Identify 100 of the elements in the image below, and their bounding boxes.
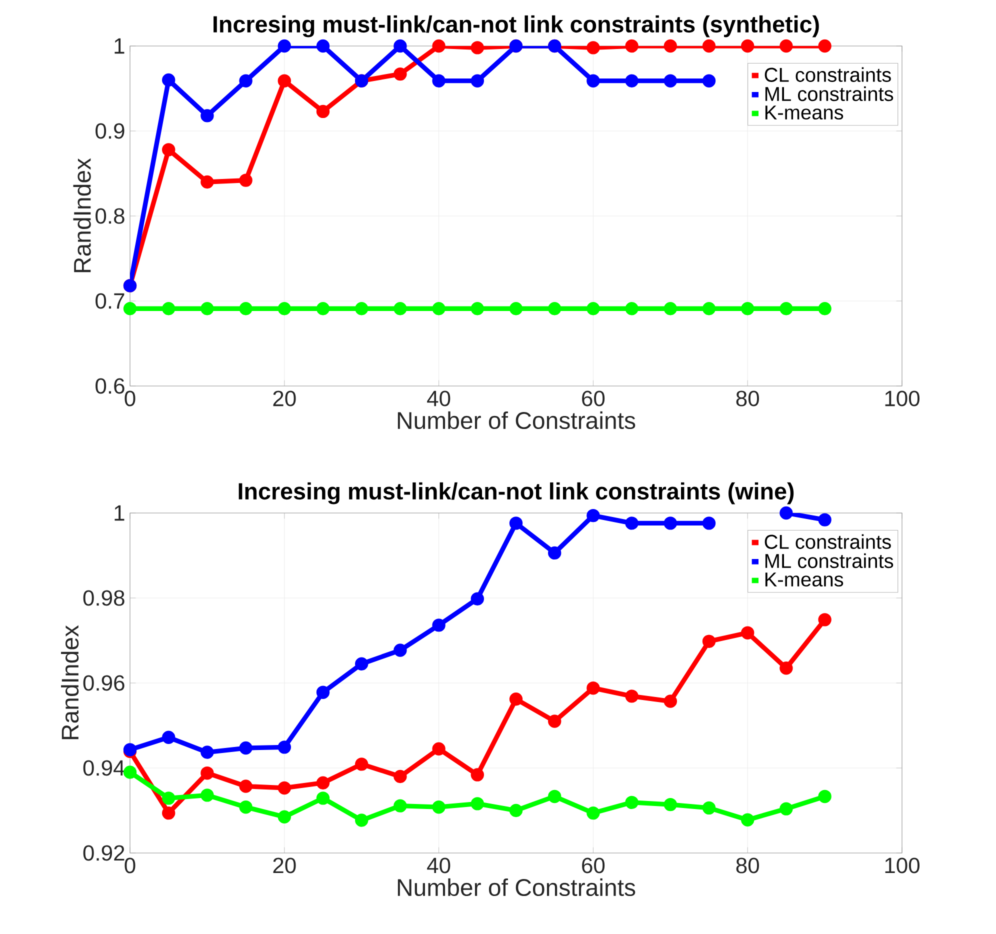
point: [818, 302, 832, 316]
point: [664, 302, 678, 316]
chart-title: Incresing must-link/can-not link constraints (synthetic): [214, 15, 819, 38]
point: [509, 302, 523, 316]
point: [741, 302, 754, 316]
point: [548, 790, 562, 804]
point: [702, 39, 716, 53]
point: [278, 740, 292, 754]
point: [780, 662, 793, 675]
point: [818, 513, 832, 526]
y-tick-label: 0.92: [83, 845, 124, 861]
point: [394, 770, 407, 784]
point: [664, 516, 678, 530]
point: [162, 73, 176, 87]
point: [278, 810, 292, 824]
x-tick-label: 0: [124, 858, 136, 874]
point: [316, 104, 330, 118]
point: [200, 746, 214, 759]
point: [548, 302, 562, 316]
point: [316, 686, 330, 699]
x-tick-label: 40: [427, 390, 450, 406]
legend-label: ML constraints: [765, 553, 894, 568]
point: [702, 516, 716, 530]
point: [239, 741, 252, 755]
point: [548, 546, 562, 560]
point: [780, 39, 793, 53]
point: [162, 302, 176, 316]
legend-label: CL constraints: [764, 534, 891, 549]
point: [741, 626, 754, 640]
x-tick-label: 0: [124, 390, 136, 406]
point: [664, 39, 678, 53]
point: [548, 714, 562, 728]
y-tick-label: 0.9: [96, 123, 124, 139]
point: [625, 690, 638, 703]
chart-title: Incresing must-link/can-not link constraints (wine): [238, 482, 794, 504]
point: [239, 780, 252, 793]
x-tick-label: 80: [736, 858, 759, 874]
point: [355, 302, 368, 316]
point: [394, 644, 407, 657]
point: [470, 768, 484, 782]
point: [123, 766, 137, 779]
x-tick-label: 20: [273, 858, 296, 874]
point: [200, 302, 214, 316]
point: [586, 41, 600, 54]
point: [586, 74, 600, 88]
point: [780, 802, 793, 816]
point: [123, 302, 137, 316]
point: [586, 681, 600, 695]
y-axis-title: RandIndex: [73, 158, 91, 272]
point: [664, 694, 678, 708]
point: [200, 175, 214, 189]
point: [316, 792, 330, 805]
point: [239, 174, 252, 187]
point: [394, 67, 407, 81]
point: [702, 801, 716, 815]
point: [470, 74, 484, 88]
point: [509, 804, 523, 818]
point: [586, 806, 600, 820]
x-tick-label: 20: [273, 390, 296, 406]
point: [625, 796, 638, 810]
point: [239, 302, 252, 316]
point: [432, 800, 446, 814]
y-tick-label: 1: [114, 505, 124, 521]
point: [586, 508, 600, 522]
point: [586, 302, 600, 316]
point: [702, 74, 716, 88]
point: [741, 813, 754, 826]
x-axis-title: Number of Constraints: [398, 878, 636, 896]
y-tick-label: 0.8: [96, 208, 124, 224]
point: [470, 302, 484, 316]
point: [432, 618, 446, 632]
legend-label: CL constraints: [764, 67, 891, 82]
point: [239, 74, 252, 88]
y-tick-label: 1: [114, 38, 124, 54]
point: [509, 692, 523, 706]
point: [470, 592, 484, 606]
point: [818, 613, 832, 626]
y-tick-label: 0.96: [83, 675, 124, 691]
point: [278, 781, 292, 795]
legend-label: K-means: [765, 572, 844, 587]
point: [780, 506, 793, 520]
point: [664, 798, 678, 812]
point: [239, 800, 252, 814]
point: [278, 302, 292, 316]
point: [355, 814, 368, 827]
point: [741, 39, 754, 53]
point: [394, 39, 407, 53]
point: [355, 758, 368, 771]
x-tick-label: 40: [427, 858, 450, 874]
point: [702, 634, 716, 648]
y-tick-label: 0.98: [83, 590, 124, 606]
point: [625, 516, 638, 530]
point: [702, 302, 716, 316]
point: [162, 143, 176, 156]
point: [316, 302, 330, 316]
point: [509, 516, 523, 530]
x-tick-label: 100: [885, 390, 920, 406]
point: [470, 41, 484, 54]
x-tick-label: 60: [582, 858, 605, 874]
point: [664, 74, 678, 88]
